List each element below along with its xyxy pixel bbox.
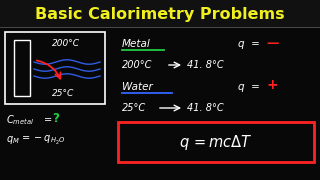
Text: —: — xyxy=(266,37,278,50)
Text: 41. 8°C: 41. 8°C xyxy=(187,60,224,70)
Text: q  =: q = xyxy=(238,39,260,49)
Text: $C_{metal}$: $C_{metal}$ xyxy=(6,113,34,127)
Text: =: = xyxy=(44,115,55,125)
Text: $q_M$: $q_M$ xyxy=(6,134,20,146)
Text: 25°C: 25°C xyxy=(52,89,74,98)
Text: 200°C: 200°C xyxy=(122,60,152,70)
Text: +: + xyxy=(266,78,278,92)
Text: $q_{\,}= mc\Delta T$: $q_{\,}= mc\Delta T$ xyxy=(179,132,253,152)
Text: Basic Calorimetry Problems: Basic Calorimetry Problems xyxy=(35,6,285,21)
Text: Water: Water xyxy=(122,82,153,92)
Text: 41. 8°C: 41. 8°C xyxy=(187,103,224,113)
Text: 25°C: 25°C xyxy=(122,103,146,113)
Bar xyxy=(0,0,320,27)
Text: Metal: Metal xyxy=(122,39,151,49)
Bar xyxy=(118,122,314,162)
Bar xyxy=(14,40,30,96)
Text: q  =: q = xyxy=(238,82,260,92)
Bar xyxy=(5,32,105,104)
Text: 200°C: 200°C xyxy=(52,39,80,48)
Text: $= -q_{H_2O}$: $= -q_{H_2O}$ xyxy=(20,134,66,147)
Text: ?: ? xyxy=(52,112,59,125)
